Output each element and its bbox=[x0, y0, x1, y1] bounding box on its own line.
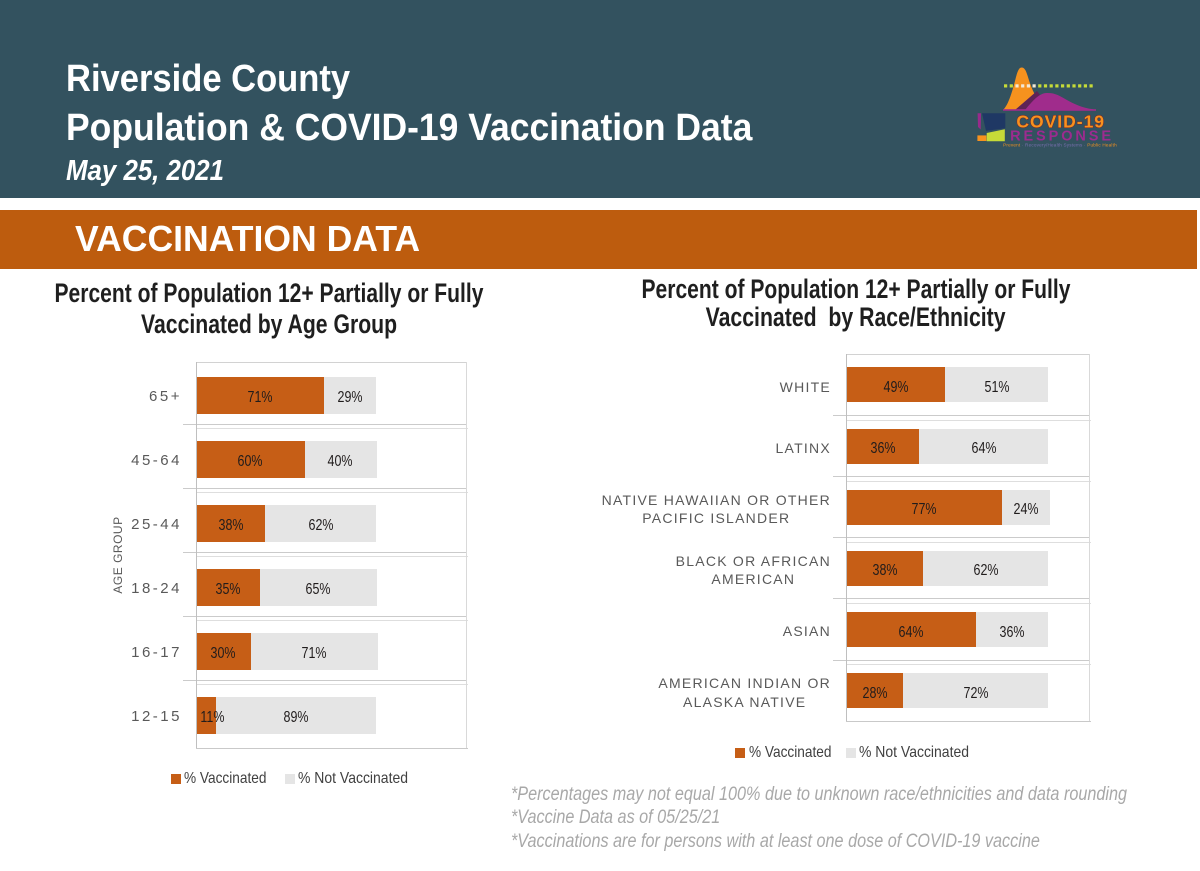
svg-text:RESPONSE: RESPONSE bbox=[1010, 129, 1114, 145]
svg-text:Prevent · Recovery/Health Syst: Prevent · Recovery/Health Systems · Publ… bbox=[1003, 143, 1117, 148]
svg-text:COVID-19: COVID-19 bbox=[1016, 111, 1105, 131]
